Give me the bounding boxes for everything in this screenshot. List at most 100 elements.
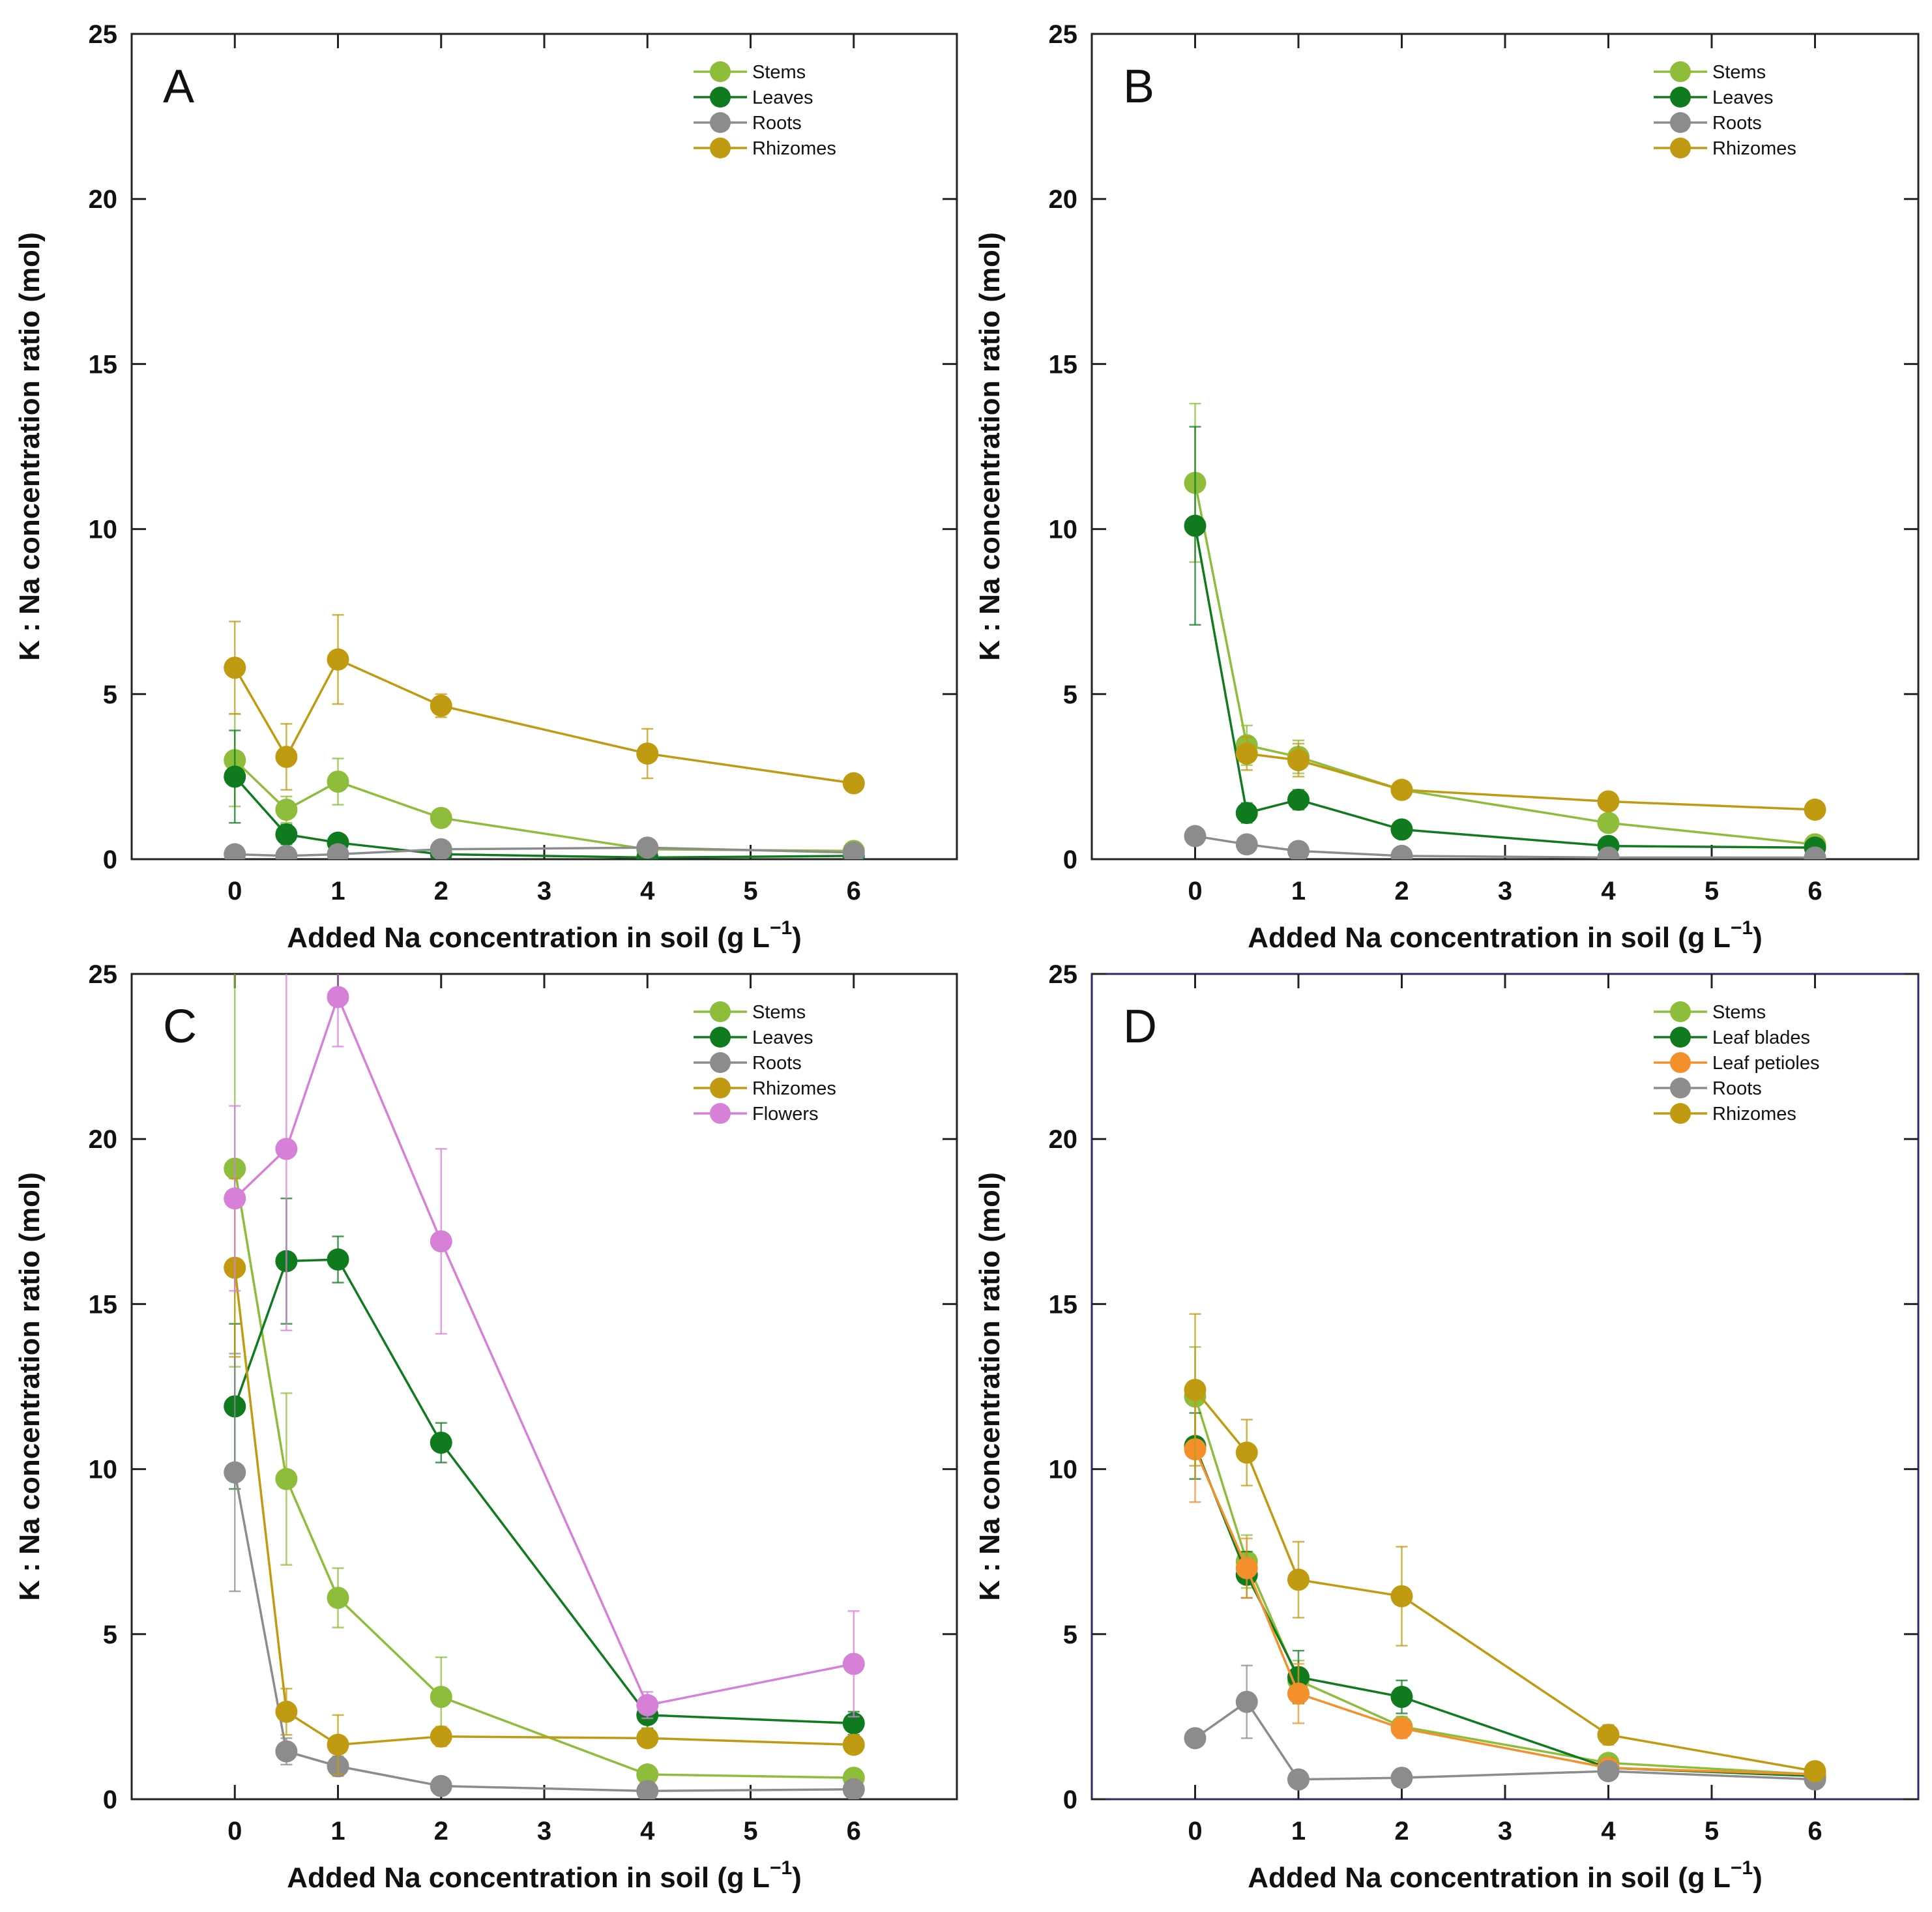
panel-a-xlabel: Added Na concentration in soil (g L−1): [287, 917, 802, 954]
panel-c-series-flowers-point: [224, 1187, 246, 1210]
panel-c-legend-stems-marker: [710, 1001, 731, 1022]
panel-c-legend-rhizomes-marker: [710, 1078, 731, 1098]
panel-c-series-roots-point: [275, 1740, 298, 1763]
panel-a-series-rhizomes: [224, 614, 865, 795]
panel-c-series-rhizomes-point: [430, 1725, 452, 1748]
panel-d-xtick-label: 5: [1705, 1817, 1719, 1846]
panel-c-xtick-label: 4: [640, 1817, 655, 1846]
panel-c-ytick-label: 15: [89, 1290, 118, 1319]
panel-d-series-rhizomes-point: [1235, 1441, 1258, 1464]
panel-b-plot-area: [1184, 402, 1826, 859]
panel-c-series-stems-point: [275, 1467, 298, 1490]
panel-c-xtick-label: 0: [227, 1817, 242, 1846]
panel-b-legend-stems-marker: [1670, 61, 1691, 82]
panel-c-legend-roots-label: Roots: [752, 1053, 802, 1074]
panel-a-legend-stems-label: Stems: [752, 62, 806, 83]
panel-a-ylabel: K : Na concentration ratio (mol): [14, 232, 46, 661]
panel-d-legend-rhizomes-label: Rhizomes: [1712, 1104, 1796, 1125]
panel-d-series-rhizomes-point: [1287, 1568, 1310, 1591]
panel-d-xlabel: Added Na concentration in soil (g L−1): [1248, 1857, 1763, 1894]
panel-b-series-rhizomes-point: [1597, 790, 1620, 813]
panel-d-xtick-label: 2: [1394, 1817, 1409, 1846]
panel-b-xtick-label: 2: [1394, 877, 1409, 905]
panel-b-series-leaves-point: [1390, 818, 1413, 841]
panel-a-xtick-label: 4: [640, 877, 655, 905]
panel-a-ytick-label: 10: [89, 516, 118, 544]
panel-c-series-rhizomes: [224, 1177, 865, 1776]
panel-c-legend-rhizomes-label: Rhizomes: [752, 1078, 836, 1099]
panel-c-series-rhizomes-line: [233, 1267, 854, 1746]
panel-a-xtick-label: 3: [537, 877, 551, 905]
panel-d-series-roots-point: [1597, 1759, 1620, 1782]
panel-b-series-leaves-point: [1235, 802, 1258, 825]
panel-a-ytick-label: 20: [89, 185, 118, 214]
panel-b-series-roots: [1184, 825, 1826, 859]
panel-d-xlabel-sup: −1: [1731, 1857, 1753, 1879]
panel-d-series-roots-point: [1184, 1727, 1207, 1750]
panel-b: 0 5 10 15 20 25 0 1 2 3 4 5 6 Added Na concentration …: [974, 20, 1920, 954]
panel-b-series-roots-point: [1287, 840, 1310, 859]
panel-d-xtick-label: 3: [1498, 1817, 1512, 1846]
panel-a-series-rhizomes-point: [842, 772, 865, 795]
panel-b-ytick-label: 5: [1063, 681, 1077, 709]
panel-d-ytick-label: 0: [1063, 1786, 1077, 1814]
panel-a-series-leaves-point: [224, 765, 246, 788]
panel-d-xtick-label: 4: [1601, 1817, 1616, 1846]
panel-c-legend-roots-marker: [710, 1052, 731, 1073]
panel-c-series-stems-line: [233, 1168, 854, 1779]
panel-c-legend-leaves-marker: [710, 1027, 731, 1048]
panel-c-series-flowers-point: [636, 1694, 659, 1716]
panel-d-legend-rhizomes-marker: [1670, 1103, 1691, 1124]
panel-a-series-rhizomes-point: [327, 648, 349, 671]
panel-d-legend-stems-label: Stems: [1712, 1002, 1766, 1023]
panel-b-legend-leaves-label: Leaves: [1712, 87, 1774, 108]
panel-c-series-flowers: [224, 974, 865, 1720]
panel-c-series-flowers-point: [842, 1653, 865, 1675]
panel-d-ytick-label: 10: [1049, 1456, 1078, 1484]
panel-a-legend-roots-marker: [710, 112, 731, 133]
panel-a-series-rhizomes-point: [636, 742, 659, 765]
panel-c-series-stems-point: [636, 1763, 659, 1786]
panel-b-xtick-label: 1: [1291, 877, 1306, 905]
panel-b-series-rhizomes-point: [1804, 799, 1826, 821]
panel-d-legend-leaf-blades-marker: [1670, 1027, 1691, 1048]
panel-c-xtick-label: 6: [847, 1817, 861, 1846]
panel-a-xtick-label: 5: [743, 877, 757, 905]
panel-a-series-roots-point: [327, 843, 349, 859]
panel-c-legend-flowers-label: Flowers: [752, 1104, 819, 1125]
panel-c: 0 5 10 15 20 25 0 1 2 3 4 5 6 Added Na concentration …: [14, 960, 958, 1894]
panel-a-xlabel-sup: −1: [770, 917, 792, 939]
panel-d-series-roots-point: [1390, 1767, 1413, 1789]
panel-b-series-roots-point: [1597, 846, 1620, 859]
panel-a-xlabel-text: Added Na concentration in soil (g L: [287, 922, 770, 954]
panel-d-series-rhizomes-point: [1184, 1379, 1207, 1402]
panel-a-legend: Stems Leaves Roots Rhizomes: [694, 61, 836, 159]
panel-a-xtick-label: 0: [227, 877, 242, 905]
panel-c-xtick-label: 2: [434, 1817, 448, 1846]
panel-c-series-leaves-line: [233, 1258, 854, 1725]
panel-a-series-rhizomes-line: [233, 658, 854, 785]
panel-d-series-leaf-petioles-point: [1390, 1717, 1413, 1740]
panel-d-legend-roots-label: Roots: [1712, 1078, 1762, 1099]
panel-b-legend-roots-label: Roots: [1712, 113, 1762, 134]
panel-d-xlabel-end: ): [1753, 1862, 1763, 1894]
panel-d-ytick-label: 25: [1049, 960, 1078, 989]
panel-c-series-leaves-point: [430, 1432, 452, 1454]
panel-c-series-flowers-point: [430, 1230, 452, 1253]
panel-c-xlabel-text: Added Na concentration in soil (g L: [287, 1862, 770, 1894]
panel-d-legend-roots-marker: [1670, 1078, 1691, 1098]
panel-d-legend-leaf-blades-label: Leaf blades: [1712, 1027, 1810, 1048]
panel-c-series-rhizomes-point: [636, 1727, 659, 1750]
panel-b-series-rhizomes-point: [1235, 742, 1258, 765]
panel-c-legend-flowers-marker: [710, 1103, 731, 1124]
panel-d-series-rhizomes-point: [1390, 1585, 1413, 1608]
panel-c-series-rhizomes-point: [327, 1733, 349, 1756]
panel-b-legend: Stems Leaves Roots Rhizomes: [1654, 61, 1796, 159]
panel-a-ytick-label: 15: [89, 350, 118, 379]
panel-d-ytick-label: 15: [1049, 1290, 1078, 1319]
panel-b-legend-stems-label: Stems: [1712, 62, 1766, 83]
panel-b-ytick-label: 10: [1049, 516, 1078, 544]
panel-d-legend: Stems Leaf blades Leaf petioles Roots Rhizom…: [1654, 1001, 1819, 1125]
panel-c-series-flowers-point: [327, 986, 349, 1008]
panel-c-ylabel: K : Na concentration ratio (mol): [14, 1172, 46, 1601]
